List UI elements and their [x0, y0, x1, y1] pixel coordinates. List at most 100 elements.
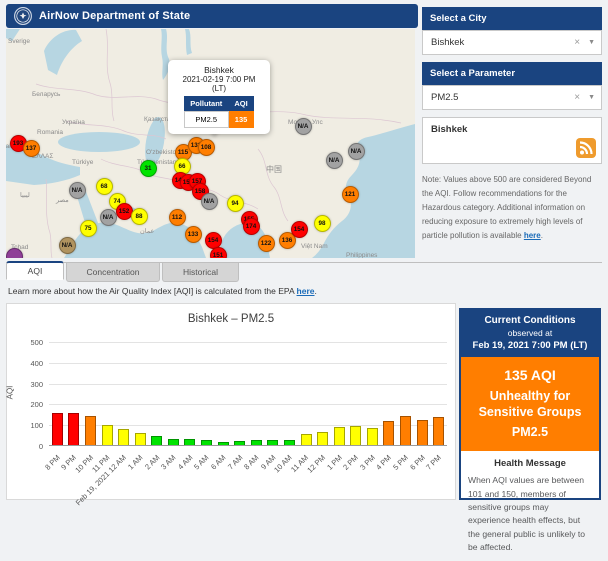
chart-gridline	[49, 342, 447, 343]
chart-x-tick-label: 10 PM	[73, 453, 95, 475]
chart-bar[interactable]	[184, 439, 195, 445]
map-country-label: Україна	[62, 119, 85, 126]
aqi-marker[interactable]: N/A	[201, 193, 218, 210]
popup-aqi-value: 135	[228, 112, 254, 128]
tab-aqi[interactable]: AQI	[6, 261, 64, 280]
health-message-block: Health Message When AQI values are betwe…	[461, 451, 599, 561]
current-conditions-title: Current Conditions	[465, 315, 595, 326]
aqi-marker[interactable]: N/A	[59, 237, 76, 254]
chart-gridline	[49, 384, 447, 385]
chart-bar[interactable]	[433, 417, 444, 445]
chart-y-tick-label: 100	[7, 421, 43, 430]
map-country-label: Philippines	[346, 252, 377, 258]
aqi-marker[interactable]: N/A	[100, 209, 117, 226]
city-caret-icon[interactable]: ▼	[588, 39, 595, 46]
map-country-label: Беларусь	[32, 91, 60, 98]
chart-bar[interactable]	[218, 442, 229, 445]
chart-bar[interactable]	[52, 413, 63, 445]
aqi-marker[interactable]: N/A	[348, 143, 365, 160]
city-clear-icon[interactable]: ×	[574, 37, 580, 48]
aqi-marker[interactable]: 151	[210, 247, 227, 259]
feed-city-label: Bishkek	[431, 124, 593, 135]
aqi-marker[interactable]: 94	[227, 195, 244, 212]
popup-col-aqi: AQI	[228, 96, 254, 112]
aqi-value: 135 AQI	[467, 367, 593, 383]
aqi-marker[interactable]: 154	[205, 232, 222, 249]
note-text: Note: Values above 500 are considered Be…	[422, 175, 591, 240]
learn-more-suffix: .	[315, 286, 317, 296]
chart-bar[interactable]	[267, 440, 278, 445]
tab-concentration[interactable]: Concentration	[66, 263, 160, 282]
observed-at-label: observed at	[465, 328, 595, 338]
chart-x-tick-label: 3 PM	[358, 453, 377, 472]
map-country-label: 中国	[266, 164, 282, 175]
aqi-marker[interactable]: 137	[23, 140, 40, 157]
dos-seal-icon	[14, 7, 32, 25]
chart-bar[interactable]	[334, 427, 345, 445]
chart-bar[interactable]	[400, 416, 411, 445]
learn-more-line: Learn more about how the Air Quality Ind…	[8, 286, 317, 296]
chart-bar[interactable]	[301, 434, 312, 445]
aqi-marker[interactable]: N/A	[326, 152, 343, 169]
aqi-marker[interactable]: 121	[342, 186, 359, 203]
chart-bar[interactable]	[102, 425, 113, 445]
aqi-marker[interactable]: 133	[185, 226, 202, 243]
chart-x-tick-label: 7 PM	[424, 453, 443, 472]
current-conditions-panel: Current Conditions observed at Feb 19, 2…	[459, 308, 601, 500]
aqi-marker[interactable]: 31	[140, 160, 157, 177]
popup-pollutant-value: PM2.5	[184, 112, 228, 128]
aqi-marker[interactable]: 112	[169, 209, 186, 226]
chart-bar[interactable]	[168, 439, 179, 445]
tab-historical[interactable]: Historical	[162, 263, 239, 282]
aqi-marker[interactable]: 68	[96, 178, 113, 195]
current-conditions-header: Current Conditions observed at Feb 19, 2…	[461, 310, 599, 357]
chart-bar[interactable]	[135, 433, 146, 445]
chart-bar[interactable]	[251, 440, 262, 445]
aqi-marker[interactable]: 174	[243, 218, 260, 235]
chart-gridline	[49, 404, 447, 405]
parameter-caret-icon[interactable]: ▼	[588, 94, 595, 101]
popup-datetime: 2021-02-19 7:00 PM	[172, 75, 266, 84]
chart-bar[interactable]	[85, 416, 96, 445]
note-here-link[interactable]: here	[524, 231, 541, 240]
chart-x-tick-label: 10 AM	[272, 453, 293, 474]
chart-bar[interactable]	[417, 420, 428, 445]
aqi-marker[interactable]: 108	[198, 139, 215, 156]
learn-more-here-link[interactable]: here	[297, 286, 315, 296]
aqi-marker[interactable]: 122	[258, 235, 275, 252]
chart-bar[interactable]	[367, 428, 378, 445]
chart-bar[interactable]	[234, 441, 245, 445]
chart-title: Bishkek – PM2.5	[7, 313, 455, 325]
aqi-marker[interactable]: 88	[131, 208, 148, 225]
aqi-marker[interactable]: 152	[116, 203, 133, 220]
chart-bar[interactable]	[151, 436, 162, 445]
chart-x-tick-label: 3 AM	[159, 453, 177, 471]
chart-bar[interactable]	[118, 429, 129, 445]
parameter-select[interactable]: PM2.5 × ▼	[422, 85, 602, 110]
aqi-pollutant: PM2.5	[467, 425, 593, 439]
aqi-marker[interactable]: 154	[291, 221, 308, 238]
select-parameter-header: Select a Parameter	[422, 62, 602, 85]
chart-bar[interactable]	[350, 426, 361, 445]
aqi-marker[interactable]: 75	[80, 220, 97, 237]
chart-bar[interactable]	[383, 421, 394, 445]
popup-timezone: (LT)	[172, 84, 266, 93]
aqi-marker[interactable]	[6, 248, 23, 259]
city-select[interactable]: Bishkek × ▼	[422, 30, 602, 55]
chart-bar[interactable]	[317, 432, 328, 445]
popup-table: Pollutant AQI PM2.5 135	[184, 96, 255, 128]
airnow-page: AirNow Department of State	[0, 0, 608, 500]
aqi-map[interactable]: SverigeБеларусьУкраїнаRomaniaΕΛΛΑΣItalia…	[6, 29, 415, 258]
chart-y-tick-label: 500	[7, 338, 43, 347]
chart-bar[interactable]	[68, 413, 79, 445]
rss-icon[interactable]	[576, 138, 596, 158]
map-country-label: Türkiye	[72, 159, 93, 166]
aqi-marker[interactable]: N/A	[69, 182, 86, 199]
aqi-marker[interactable]: N/A	[295, 118, 312, 135]
chart-bar[interactable]	[284, 440, 295, 445]
parameter-clear-icon[interactable]: ×	[574, 92, 580, 103]
learn-more-text: Learn more about how the Air Quality Ind…	[8, 286, 297, 296]
chart-bar[interactable]	[201, 440, 212, 445]
aqi-marker[interactable]: 98	[314, 215, 331, 232]
chart-x-tick-label: 5 PM	[391, 453, 410, 472]
